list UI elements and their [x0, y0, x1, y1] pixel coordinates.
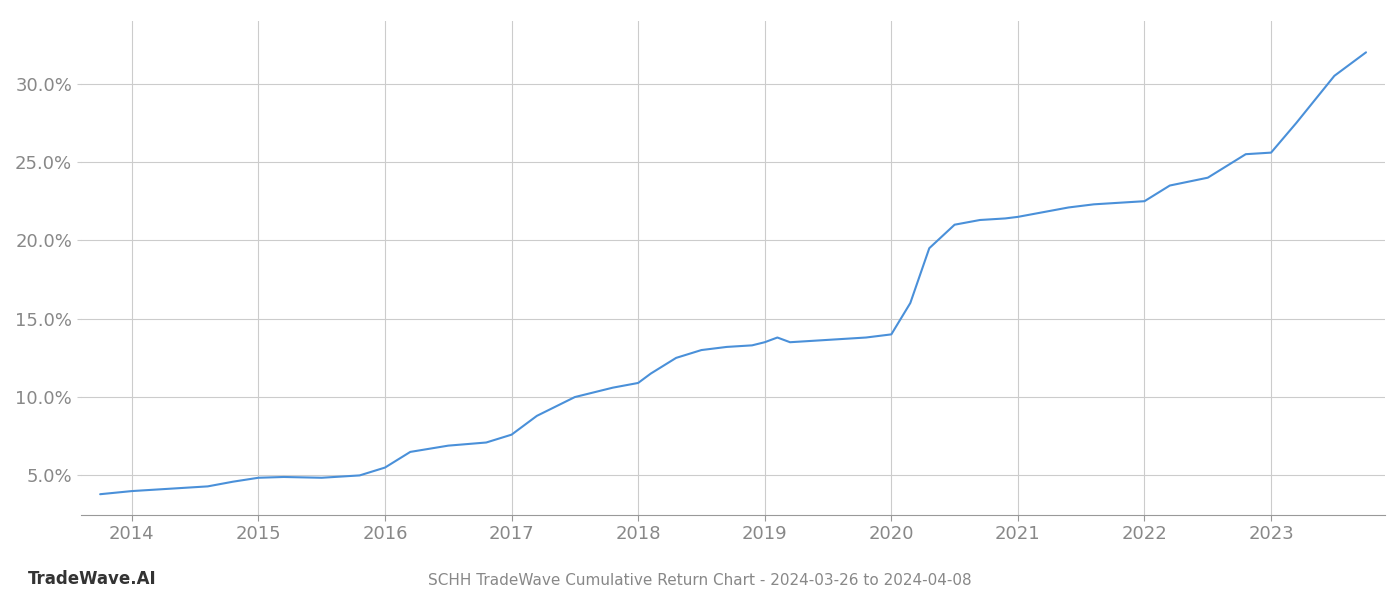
Text: SCHH TradeWave Cumulative Return Chart - 2024-03-26 to 2024-04-08: SCHH TradeWave Cumulative Return Chart -…: [428, 573, 972, 588]
Text: TradeWave.AI: TradeWave.AI: [28, 570, 157, 588]
